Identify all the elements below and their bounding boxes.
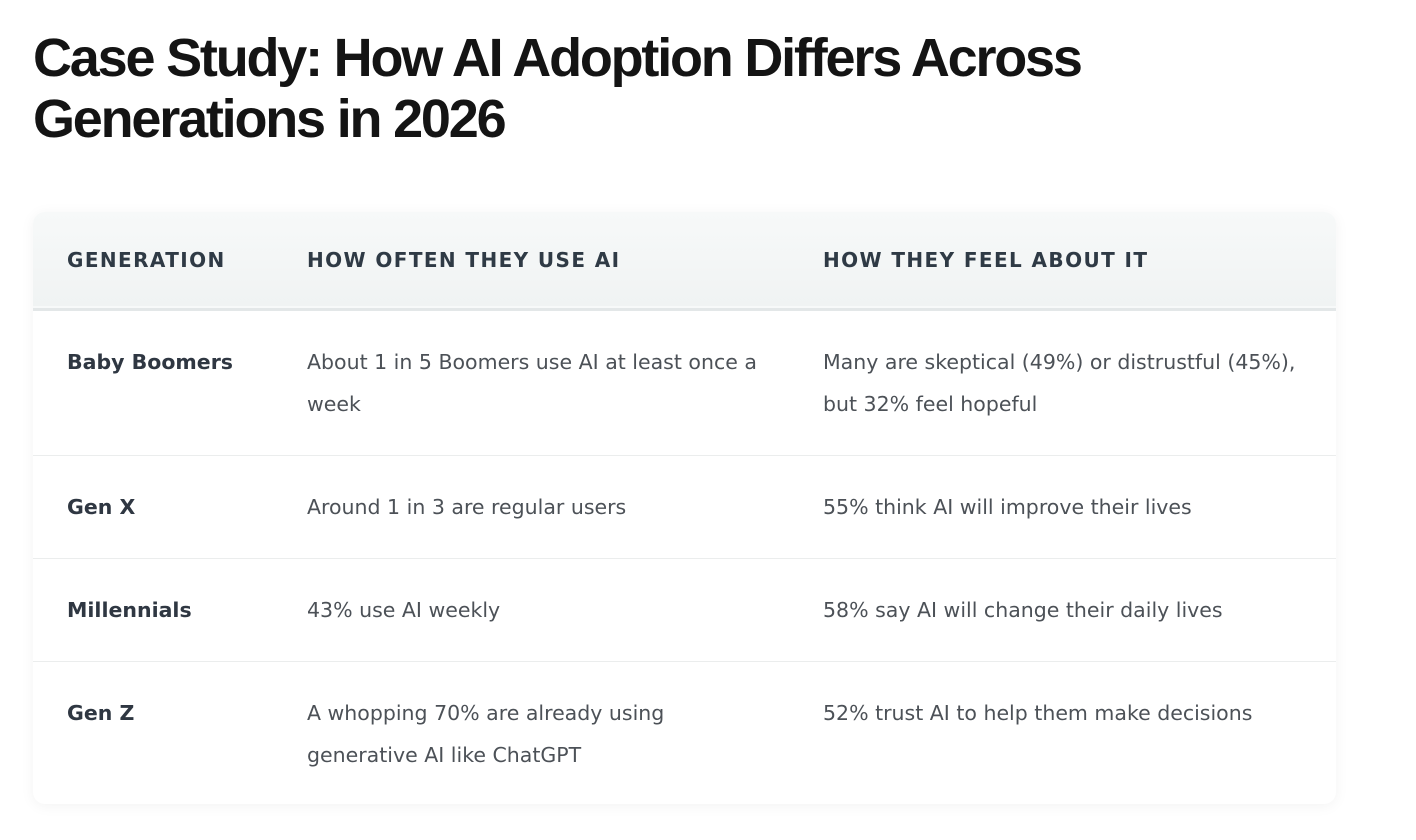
feeling-cell: 55% think AI will improve their lives (823, 494, 1192, 519)
column-header-usage: HOW OFTEN THEY USE AI (307, 247, 621, 272)
generation-cell: Baby Boomers (67, 349, 234, 374)
generation-cell: Gen Z (67, 700, 135, 725)
usage-cell: 43% use AI weekly (307, 597, 501, 622)
feeling-cell: 52% trust AI to help them make decisions (823, 700, 1253, 725)
generation-cell: Gen X (67, 494, 136, 519)
table-header-row: GENERATION HOW OFTEN THEY USE AI HOW THE… (33, 212, 1336, 309)
generations-table-card: GENERATION HOW OFTEN THEY USE AI HOW THE… (33, 212, 1336, 804)
column-header-feeling: HOW THEY FEEL ABOUT IT (823, 247, 1149, 272)
table-body: Baby Boomers About 1 in 5 Boomers use AI… (33, 309, 1336, 804)
table-row: Baby Boomers About 1 in 5 Boomers use AI… (33, 309, 1336, 455)
table-header: GENERATION HOW OFTEN THEY USE AI HOW THE… (33, 212, 1336, 309)
usage-cell: About 1 in 5 Boomers use AI at least onc… (307, 349, 757, 416)
usage-cell: A whopping 70% are already using generat… (307, 700, 665, 767)
column-header-generation: GENERATION (67, 247, 226, 272)
generation-cell: Millennials (67, 597, 192, 622)
table-row: Gen Z A whopping 70% are already using g… (33, 661, 1336, 804)
feeling-cell: Many are skeptical (49%) or distrustful … (823, 349, 1296, 416)
feeling-cell: 58% say AI will change their daily lives (823, 597, 1223, 622)
usage-cell: Around 1 in 3 are regular users (307, 494, 627, 519)
table-row: Millennials 43% use AI weekly 58% say AI… (33, 558, 1336, 661)
table-row: Gen X Around 1 in 3 are regular users 55… (33, 455, 1336, 558)
generations-table: GENERATION HOW OFTEN THEY USE AI HOW THE… (33, 212, 1336, 804)
page-title: Case Study: How AI Adoption Differs Acro… (33, 28, 1083, 149)
